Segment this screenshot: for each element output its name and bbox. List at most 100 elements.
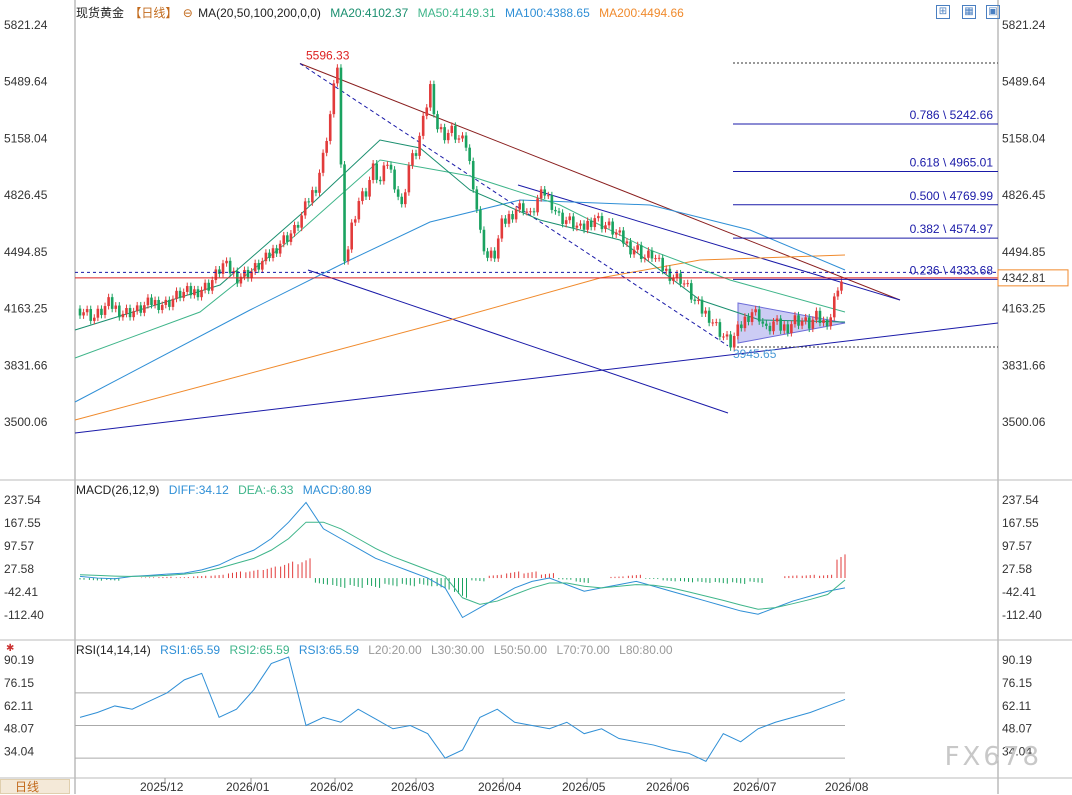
macd-tick-right: 237.54 bbox=[1002, 493, 1039, 507]
candle-body bbox=[118, 306, 121, 318]
x-label: 2026/04 bbox=[478, 780, 522, 794]
candle-body bbox=[386, 165, 389, 166]
candle-body bbox=[704, 311, 707, 314]
candle-body bbox=[804, 317, 807, 321]
price-tick-left: 3500.06 bbox=[4, 415, 48, 429]
candle-body bbox=[640, 245, 643, 259]
period-label[interactable]: 【日线】 bbox=[129, 6, 177, 20]
candle-body bbox=[511, 214, 514, 219]
candle-body bbox=[518, 203, 521, 209]
l30: L30:30.00 bbox=[431, 643, 484, 657]
candle-body bbox=[365, 191, 368, 196]
candle-body bbox=[139, 305, 142, 312]
candle-body bbox=[736, 325, 739, 336]
candle-body bbox=[572, 216, 575, 227]
candle-body bbox=[440, 127, 443, 129]
candle-body bbox=[526, 212, 529, 213]
candle-body bbox=[265, 253, 268, 261]
fibonacci-levels: 0.786 \ 5242.660.618 \ 4965.010.500 \ 47… bbox=[733, 63, 998, 279]
x-label: 2026/03 bbox=[391, 780, 435, 794]
fullscreen-icon[interactable]: ▣ bbox=[986, 5, 1000, 19]
watermark: FX678 bbox=[945, 742, 1042, 772]
candle-body bbox=[129, 308, 132, 317]
red-trendline bbox=[300, 64, 900, 300]
rsi-settings-icon[interactable]: ✱ bbox=[6, 643, 14, 654]
candle-body bbox=[447, 133, 450, 140]
candle-body bbox=[347, 249, 350, 261]
fib-level-label: 0.236 \ 4333.68 bbox=[910, 263, 994, 277]
candle-body bbox=[694, 300, 697, 301]
candle-body bbox=[586, 221, 589, 230]
candle-body bbox=[125, 308, 128, 314]
candle-body bbox=[147, 298, 150, 306]
candle-body bbox=[615, 233, 618, 235]
candle-body bbox=[461, 136, 464, 139]
candle-body bbox=[161, 305, 164, 310]
candle-body bbox=[787, 324, 790, 333]
l20: L20:20.00 bbox=[368, 643, 421, 657]
candle-body bbox=[547, 195, 550, 196]
macd-diff: DIFF:34.12 bbox=[169, 483, 229, 497]
candle-body bbox=[576, 226, 579, 228]
candle-body bbox=[468, 148, 471, 161]
x-label: 2026/02 bbox=[310, 780, 354, 794]
candle-body bbox=[744, 317, 747, 328]
candle-body bbox=[658, 258, 661, 259]
candle-body bbox=[833, 296, 836, 317]
candle-body bbox=[819, 311, 822, 323]
rsi-tick-right: 62.11 bbox=[1002, 699, 1031, 713]
candle-body bbox=[361, 191, 364, 201]
candle-body bbox=[568, 216, 571, 220]
candle-body bbox=[669, 269, 672, 281]
candle-body bbox=[454, 126, 457, 140]
grid-icon[interactable]: ▦ bbox=[962, 5, 976, 19]
candle-body bbox=[815, 311, 818, 320]
candle-body bbox=[325, 141, 328, 153]
candle-body bbox=[211, 280, 214, 291]
price-tick-right: 5821.24 bbox=[1002, 18, 1046, 32]
candle-body bbox=[93, 318, 96, 321]
candle-body bbox=[261, 261, 264, 269]
l70: L70:70.00 bbox=[556, 643, 609, 657]
price-tick-left: 5821.24 bbox=[4, 18, 48, 32]
candle-body bbox=[579, 224, 582, 226]
rsi-line bbox=[80, 657, 845, 761]
candle-body bbox=[472, 161, 475, 189]
price-tick-left: 5489.64 bbox=[4, 75, 48, 89]
candle-body bbox=[111, 297, 114, 309]
price-tick-right: 5158.04 bbox=[1002, 131, 1046, 145]
fib-base-line bbox=[300, 64, 728, 346]
candle-body bbox=[475, 189, 478, 209]
candle-body bbox=[297, 225, 300, 228]
l80: L80:80.00 bbox=[619, 643, 672, 657]
candle-body bbox=[840, 282, 843, 291]
expand-icon[interactable]: ⊞ bbox=[936, 5, 950, 19]
candle-body bbox=[837, 291, 840, 297]
fib-level-label: 0.618 \ 4965.01 bbox=[910, 155, 994, 169]
candle-body bbox=[565, 220, 568, 224]
x-label: 2026/08 bbox=[825, 780, 869, 794]
ma-label: MA(20,50,100,200,0,0) bbox=[198, 6, 321, 20]
rsi-tick-left: 90.19 bbox=[4, 653, 34, 667]
period-tab[interactable]: 日线 bbox=[0, 779, 70, 794]
candle-body bbox=[826, 320, 829, 326]
candle-body bbox=[611, 222, 614, 235]
candle-body bbox=[672, 278, 675, 281]
candle-body bbox=[533, 211, 536, 212]
candle-body bbox=[425, 107, 428, 115]
candle-body bbox=[322, 153, 325, 173]
candle-body bbox=[318, 173, 321, 193]
candle-body bbox=[797, 315, 800, 325]
candle-body bbox=[150, 298, 153, 305]
candle-body bbox=[486, 251, 489, 257]
candle-body bbox=[193, 289, 196, 295]
candle-body bbox=[801, 321, 804, 326]
candle-body bbox=[293, 225, 296, 233]
candle-body bbox=[350, 223, 353, 250]
macd-tick-right: 97.57 bbox=[1002, 539, 1032, 553]
settings-icon[interactable]: ⊖ bbox=[183, 6, 193, 20]
ma100-value: MA100:4388.65 bbox=[505, 6, 590, 20]
candle-body bbox=[501, 218, 504, 238]
candle-body bbox=[450, 126, 453, 133]
